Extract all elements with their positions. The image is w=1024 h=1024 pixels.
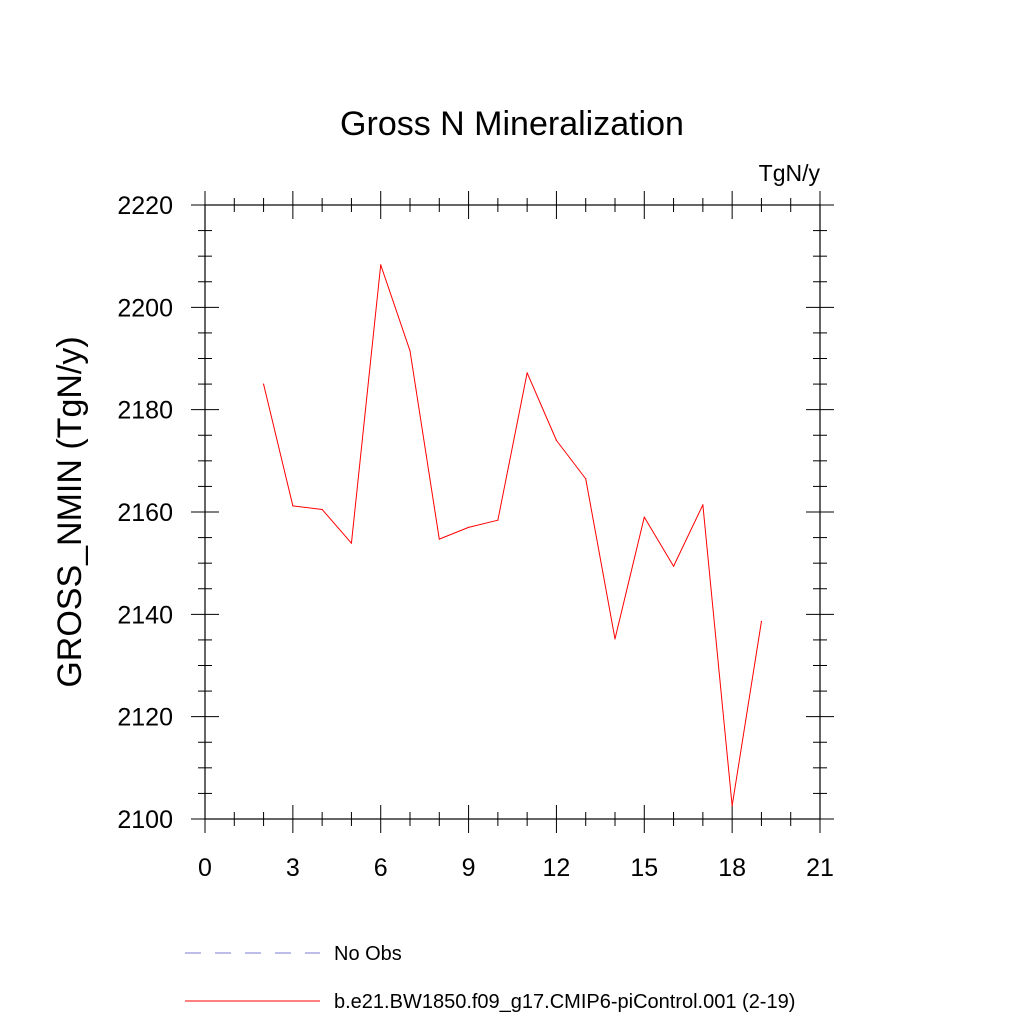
y-axis-label: GROSS_NMIN (TgN/y) xyxy=(51,336,89,687)
y-tick-label: 2160 xyxy=(117,499,173,527)
plot-frame xyxy=(204,204,821,820)
series-line-segment xyxy=(439,526,469,540)
series-line-segment xyxy=(468,519,498,528)
data-point xyxy=(292,505,294,507)
data-point xyxy=(497,519,499,521)
x-tick-label: 6 xyxy=(374,854,388,882)
series-line-segment xyxy=(409,350,440,540)
x-tick-labels: 0 3 6 9 12 15 18 21 xyxy=(198,854,834,882)
legend-label-no-obs: No Obs xyxy=(334,943,402,965)
series-line-segment xyxy=(497,372,528,521)
x-tick-label: 15 xyxy=(630,854,658,882)
x-tick-label: 18 xyxy=(718,854,746,882)
data-point xyxy=(672,565,675,567)
series-line-segment xyxy=(526,372,557,441)
data-point xyxy=(585,478,587,480)
series-line-segment xyxy=(350,264,382,544)
x-tick-label: 9 xyxy=(462,854,476,882)
series-line-segment xyxy=(673,504,704,567)
minor-ticks xyxy=(198,198,827,826)
data-point xyxy=(731,805,733,807)
data-point xyxy=(438,538,440,540)
y-tick-label: 2140 xyxy=(117,601,173,629)
y-tick-label: 2100 xyxy=(117,806,173,834)
series-line-segment xyxy=(292,505,323,510)
major-ticks xyxy=(191,191,834,833)
chart-title: Gross N Mineralization xyxy=(340,105,684,143)
x-tick-label: 3 xyxy=(286,854,300,882)
data-point xyxy=(262,383,265,385)
series-line-segment xyxy=(702,504,733,806)
series-line-segment xyxy=(380,264,411,351)
data-point xyxy=(643,516,645,518)
data-point xyxy=(321,508,323,511)
series-line-segment xyxy=(614,516,645,640)
data-point xyxy=(380,264,382,266)
data-point xyxy=(467,526,470,528)
y-tick-label: 2220 xyxy=(117,192,173,220)
series-line-segment xyxy=(731,621,762,806)
x-tick-label: 21 xyxy=(806,854,834,882)
series-line-segment xyxy=(585,478,616,639)
y-tick-label: 2180 xyxy=(117,397,173,425)
x-tick-label: 12 xyxy=(543,854,571,882)
units-label: TgN/y xyxy=(759,160,821,186)
data-point xyxy=(702,504,704,506)
legend-label-model: b.e21.BW1850.f09_g17.CMIP6-piControl.001… xyxy=(334,991,795,1013)
data-point xyxy=(526,372,528,374)
data-point xyxy=(555,439,558,441)
y-tick-labels: 2100 2120 2140 2160 2180 2200 2220 xyxy=(117,192,173,834)
series-layer xyxy=(262,264,763,807)
series-line-segment xyxy=(263,383,294,506)
y-tick-label: 2200 xyxy=(117,294,173,322)
data-point xyxy=(409,350,411,352)
x-tick-label: 0 xyxy=(198,854,212,882)
series-line-segment xyxy=(556,440,587,480)
legend: No Obs b.e21.BW1850.f09_g17.CMIP6-piCont… xyxy=(185,943,795,1013)
data-point xyxy=(350,542,353,544)
y-tick-label: 2120 xyxy=(117,704,173,732)
data-point xyxy=(614,638,616,640)
series-line-segment xyxy=(643,516,675,567)
data-point xyxy=(760,620,763,623)
series-line-segment xyxy=(321,509,352,544)
